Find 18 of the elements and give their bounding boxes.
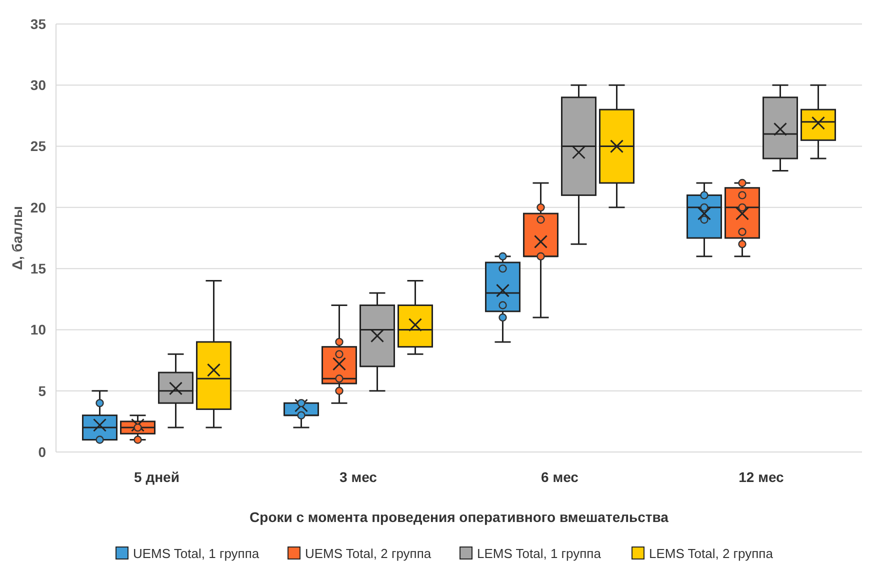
y-tick-label: 30 bbox=[30, 77, 46, 94]
x-tick-label: 6 мес bbox=[541, 469, 579, 485]
y-tick-label: 35 bbox=[30, 16, 46, 32]
y-tick-label: 20 bbox=[30, 199, 46, 216]
y-axis-title: Δ, баллы bbox=[9, 206, 25, 270]
legend-label: LEMS Total, 2 группа bbox=[649, 546, 774, 561]
legend-label: UEMS Total, 2 группа bbox=[305, 546, 432, 561]
y-tick-label: 0 bbox=[38, 444, 46, 460]
x-tick-label: 12 мес bbox=[738, 469, 784, 485]
x-tick-label: 3 мес bbox=[340, 469, 378, 485]
x-tick-label: 5 дней bbox=[134, 469, 180, 485]
legend-label: UEMS Total, 1 группа bbox=[133, 546, 260, 561]
y-tick-label: 10 bbox=[30, 322, 46, 338]
legend-label: LEMS Total, 1 группа bbox=[477, 546, 602, 561]
y-tick-label: 15 bbox=[30, 260, 46, 276]
y-tick-label: 25 bbox=[30, 138, 46, 154]
y-tick-label: 5 bbox=[38, 382, 46, 399]
x-axis-title: Сроки с момента проведения оперативного вмешательства bbox=[250, 509, 669, 525]
